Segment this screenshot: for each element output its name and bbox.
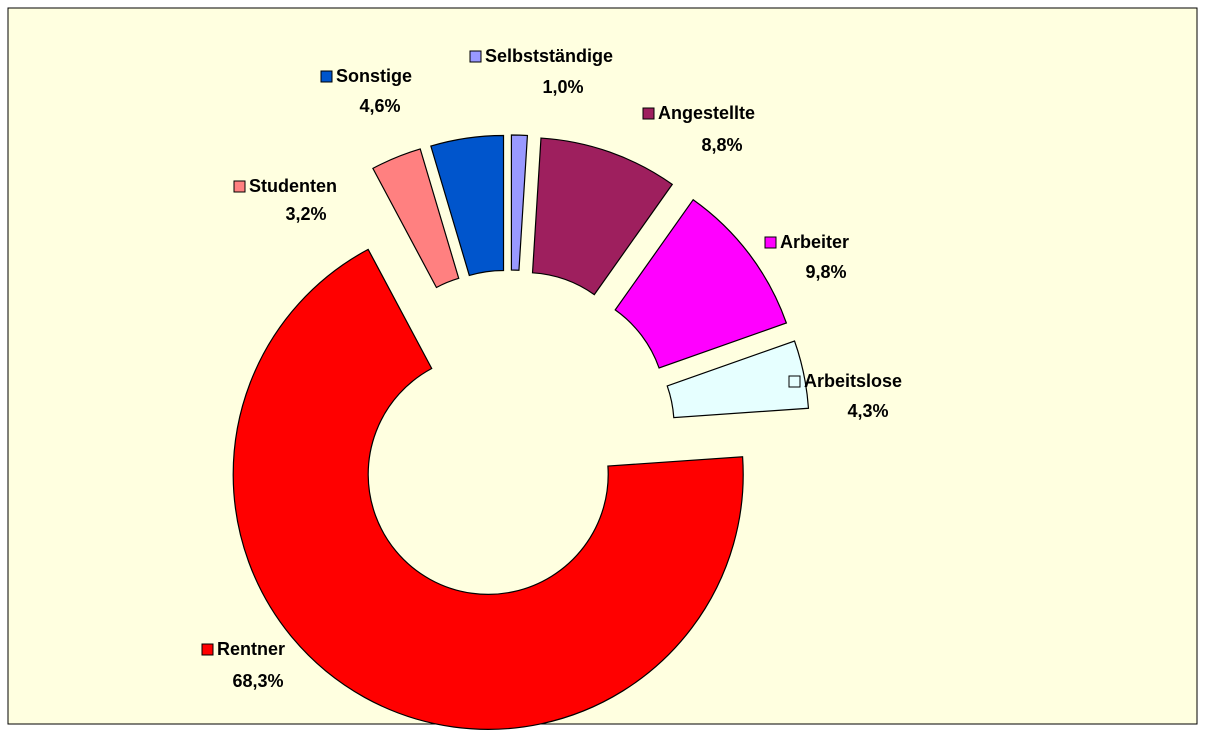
- slice-value-label: 4,3%: [847, 401, 888, 421]
- slice-label: Arbeitslose: [804, 371, 902, 391]
- donut-slice: [614, 198, 788, 369]
- donut-slice: [232, 248, 744, 730]
- slice-label: Studenten: [249, 176, 337, 196]
- donut-slice: [430, 134, 505, 277]
- donut-slice: [531, 137, 674, 296]
- legend-swatch: [788, 375, 801, 388]
- slice-label: Arbeiter: [780, 232, 849, 252]
- slice-value-label: 1,0%: [542, 77, 583, 97]
- donut-slice: [372, 148, 460, 289]
- slice-label: Selbstständige: [485, 46, 613, 66]
- slice-value-label: 4,6%: [359, 96, 400, 116]
- slice-label: Sonstige: [336, 66, 412, 86]
- legend-swatch: [764, 236, 777, 249]
- donut-slice: [666, 340, 810, 419]
- legend-swatch: [320, 70, 333, 83]
- slice-value-label: 68,3%: [232, 671, 283, 691]
- slice-label: Rentner: [217, 639, 285, 659]
- legend-swatch: [233, 180, 246, 193]
- slice-value-label: 9,8%: [805, 262, 846, 282]
- slice-value-label: 8,8%: [701, 135, 742, 155]
- legend-swatch: [469, 50, 482, 63]
- legend-swatch: [201, 643, 214, 656]
- slice-value-label: 3,2%: [285, 204, 326, 224]
- legend-swatch: [642, 107, 655, 120]
- slice-label: Angestellte: [658, 103, 755, 123]
- donut-slice: [510, 134, 529, 271]
